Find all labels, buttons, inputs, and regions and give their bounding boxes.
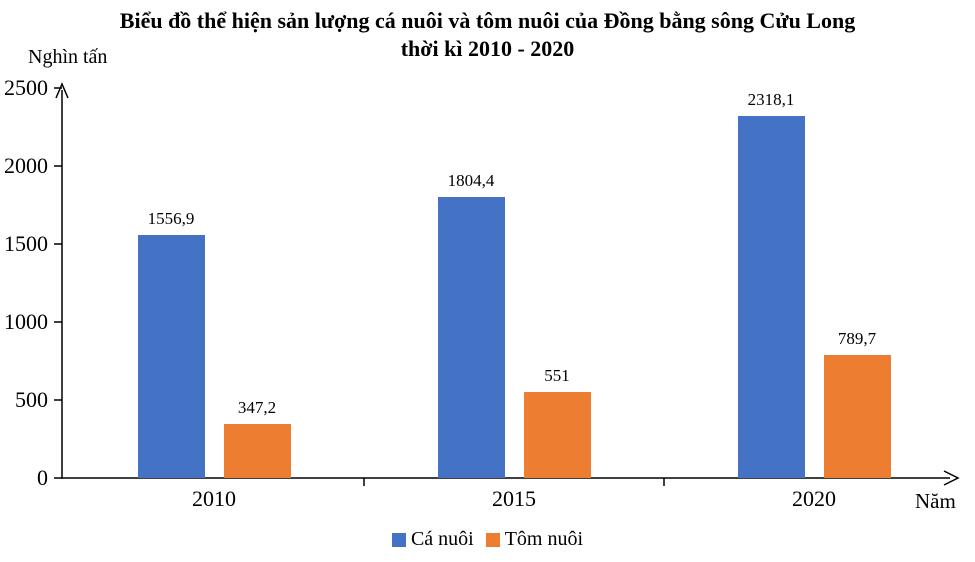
bar-label-ca-nuoi-2010: 1556,9 (147, 209, 195, 229)
bar-label-tom-nuoi-2015: 551 (544, 366, 570, 386)
bar-label-tom-nuoi-2010: 347,2 (237, 397, 277, 417)
bar-tom-nuoi-2015 (523, 392, 591, 478)
bar-tom-nuoi-2010 (223, 423, 291, 478)
y-axis-unit-label: Nghìn tấn (28, 46, 108, 68)
y-tick-label-2000: 2000 (4, 153, 48, 178)
bar-ca-nuoi-2015 (437, 196, 505, 478)
bar-label-tom-nuoi-2020: 789,7 (837, 328, 877, 348)
y-tick-label-0: 0 (37, 465, 48, 490)
y-tick-label-1000: 1000 (4, 309, 48, 334)
legend-label: Cá nuôi (410, 528, 474, 550)
x-axis-arrow-icon (943, 470, 960, 486)
legend-swatch-icon (485, 532, 500, 547)
bar-label-ca-nuoi-2020: 2318,1 (747, 90, 795, 110)
y-axis-arrow-icon (55, 82, 69, 99)
legend-item-ca-nuoi: Cá nuôi (391, 528, 474, 551)
chart-title: Biểu đồ thể hiện sản lượng cá nuôi và tô… (0, 7, 975, 63)
y-tick-label-500: 500 (15, 387, 48, 412)
x-tick-label-2020: 2020 (792, 486, 836, 511)
bar-label-ca-nuoi-2015: 1804,4 (447, 170, 495, 190)
x-tick-label-2010: 2010 (192, 486, 236, 511)
legend: Cá nuôi Tôm nuôi (0, 528, 975, 551)
chart-title-line2: thời kì 2010 - 2020 (400, 36, 575, 61)
legend-item-tom-nuoi: Tôm nuôi (485, 528, 584, 551)
bar-ca-nuoi-2010 (137, 235, 205, 478)
legend-swatch-icon (391, 532, 406, 547)
x-tick-label-2015: 2015 (492, 486, 536, 511)
bar-tom-nuoi-2020 (823, 354, 891, 478)
x-axis-label: Năm (915, 489, 956, 513)
y-tick-label-1500: 1500 (4, 231, 48, 256)
chart-title-line1: Biểu đồ thể hiện sản lượng cá nuôi và tô… (119, 8, 856, 33)
bar-ca-nuoi-2020 (737, 116, 805, 478)
y-tick-label-2500: 2500 (4, 75, 48, 100)
legend-label: Tôm nuôi (504, 528, 584, 550)
